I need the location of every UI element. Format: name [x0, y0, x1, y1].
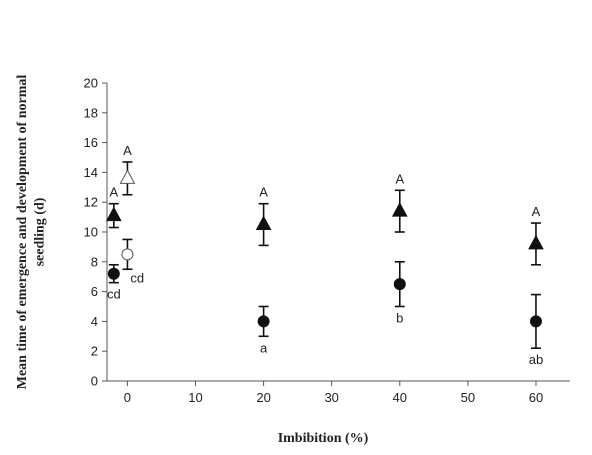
significance-label: A — [109, 185, 118, 200]
x-tick-label: 0 — [124, 390, 131, 405]
axes: 0 2 4 6 8 10 12 14 16 18 20 0 10 20 30 40 50 60 — [84, 76, 570, 406]
y-tick-label: 2 — [91, 344, 98, 359]
x-tick-label: 20 — [256, 390, 270, 405]
y-tick-label: 16 — [84, 135, 98, 150]
y-axis-title-line: Mean time of emergence and development o… — [15, 75, 30, 390]
data-point-triangle — [257, 217, 271, 230]
y-axis-title-line: seedling (d) — [32, 197, 47, 266]
x-tick-label: 10 — [188, 390, 202, 405]
data-point-triangle — [107, 208, 121, 221]
y-tick-label: 12 — [84, 195, 98, 210]
y-tick-label: 20 — [84, 76, 98, 91]
x-tick-label: 50 — [461, 390, 475, 405]
data-point-circle — [258, 316, 269, 327]
significance-label: a — [260, 340, 268, 355]
x-tick-label: 40 — [393, 390, 407, 405]
data-point-triangle — [120, 170, 134, 183]
data-point-circle — [530, 316, 541, 327]
significance-label: b — [396, 311, 403, 326]
significance-label: cd — [130, 270, 144, 285]
x-tick-label: 30 — [324, 390, 338, 405]
significance-label: A — [123, 143, 132, 158]
y-tick-label: 6 — [91, 284, 98, 299]
x-axis-title: Imbibition (%) — [278, 431, 369, 446]
y-tick-label: 0 — [91, 374, 98, 389]
y-tick-label: 14 — [84, 165, 98, 180]
y-tick-label: 18 — [84, 105, 98, 120]
x-tick-label: 60 — [529, 390, 543, 405]
y-tick-label: 8 — [91, 254, 98, 269]
significance-label: A — [395, 171, 404, 186]
data-point-circle — [108, 268, 119, 279]
y-axis-title-group: Mean time of emergence and development o… — [15, 75, 48, 390]
y-axis-title: Mean time of emergence and development o… — [15, 75, 48, 390]
data-point-triangle — [529, 236, 543, 249]
significance-label: cd — [107, 287, 121, 302]
y-tick-label: 4 — [91, 314, 98, 329]
significance-label: ab — [529, 352, 543, 367]
y-tick-label: 10 — [84, 225, 98, 240]
data-point-circle — [394, 279, 405, 290]
data-point-triangle — [393, 203, 407, 216]
significance-label: A — [532, 204, 541, 219]
data-point-circle — [122, 249, 133, 260]
significance-label: A — [259, 185, 268, 200]
